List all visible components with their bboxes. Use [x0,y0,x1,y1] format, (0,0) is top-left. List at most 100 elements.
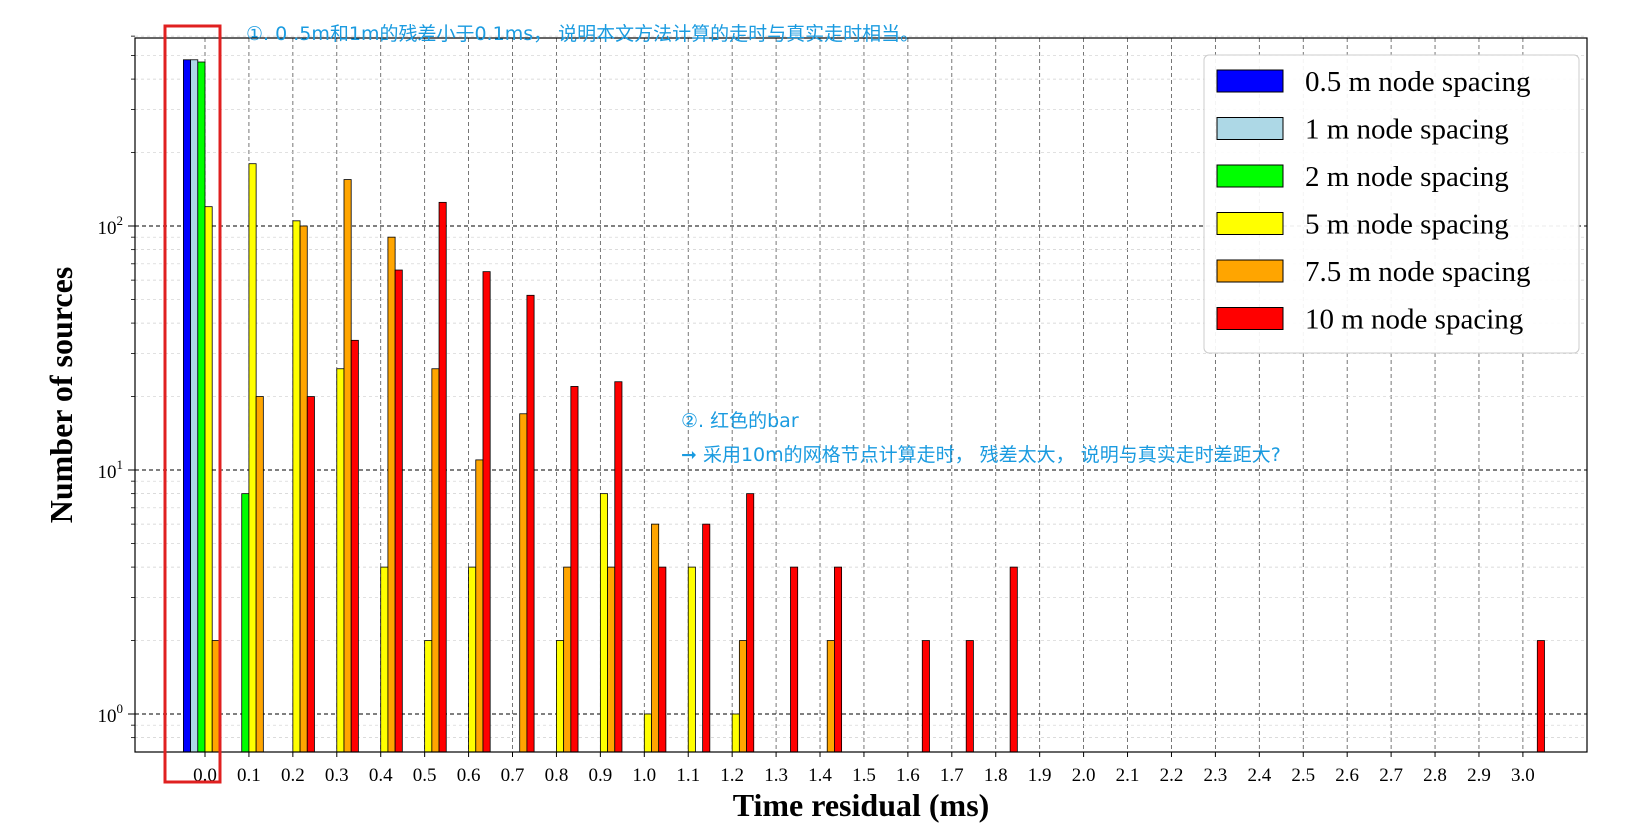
legend: 0.5 m node spacing 1 m node spacing 2 m no… [1203,54,1580,354]
bar [826,640,835,753]
bar [387,236,396,753]
x-tick-label: 0.8 [545,765,569,786]
x-tick-label: 2.8 [1423,765,1447,786]
x-tick-label: 3.0 [1511,765,1535,786]
bar [241,493,250,753]
bar [190,59,199,753]
legend-label: 7.5 m node spacing [1305,256,1531,288]
bar [343,179,352,753]
x-tick-label: 1.7 [940,765,964,786]
bar [255,396,264,753]
bar [1536,640,1545,753]
x-tick-label: 2.6 [1335,765,1359,786]
ticks-layer: 0.0 0.1 0.2 0.3 0.4 0.5 0.6 0.7 0.8 0.9 1.0 1.1 1.2 1… [98,35,1535,786]
x-tick-label: 2.3 [1204,765,1228,786]
bar [658,566,667,753]
y-axis-title: Number of sources [43,267,79,524]
legend-label: 10 m node spacing [1305,304,1523,336]
x-tick-label: 2.5 [1291,765,1315,786]
bar [687,566,696,753]
x-tick-label: 2.7 [1379,765,1403,786]
bar [556,640,565,753]
bar [651,523,660,753]
bar [746,493,755,753]
bar [394,269,403,753]
bar [921,640,930,753]
x-tick-label: 1.0 [632,765,656,786]
annotation-note-2-line-2: ➞ 采用10m的网格节点计算走时， 残差太大， 说明与真实走时差距大? [681,444,1281,466]
x-tick-label: 0.4 [369,765,393,786]
x-axis-title: Time residual (ms) [733,787,990,823]
legend-swatch [1216,212,1284,235]
x-tick-label: 2.1 [1116,765,1140,786]
bar [292,220,301,753]
bar [599,493,608,753]
bar [738,640,747,753]
bar [380,566,389,753]
bar [306,396,315,753]
bar [965,640,974,753]
legend-label: 2 m node spacing [1305,161,1509,193]
bars-layer [182,59,1545,753]
legend-swatch [1216,259,1284,283]
bar [424,640,433,753]
x-tick-label: 2.9 [1467,765,1491,786]
bar [350,339,359,753]
x-tick-label: 1.1 [676,765,700,786]
bar [563,566,572,753]
bar [731,713,740,753]
bar [336,368,345,753]
legend-swatch [1216,69,1284,93]
bar [482,271,491,753]
bar [834,566,843,753]
bar [248,163,257,753]
bar [790,566,799,753]
bar [431,368,440,753]
x-tick-label: 2.2 [1160,765,1184,786]
bar [211,640,220,753]
x-tick-label: 2.4 [1247,765,1271,786]
y-tick-label: 102 [98,213,124,239]
x-tick-label: 0.6 [457,765,481,786]
x-tick-label: 1.9 [1028,765,1052,786]
legend-swatch [1216,117,1284,140]
y-tick-label: 101 [98,457,124,483]
highlight-box [163,24,222,784]
x-tick-label: 0.3 [325,765,349,786]
annotation-note-2-line-1: ②. 红色的bar [681,410,799,432]
bar [607,566,616,753]
annotation-note-1: ①. 0 .5m和1m的残差小于0.1ms， 说明本文方法计算的走时与真实走时相… [246,23,919,45]
bar [438,201,447,753]
legend-swatch [1216,307,1284,330]
y-tick-label: 100 [98,701,124,727]
bar [519,413,528,753]
x-tick-label: 0.2 [281,765,305,786]
bar [702,523,711,753]
bar [182,59,191,753]
x-tick-label: 0.9 [588,765,612,786]
x-tick-label: 1.2 [720,765,744,786]
x-tick-label: 1.5 [852,765,876,786]
x-tick-label: 0.7 [501,765,525,786]
x-tick-label: 0.1 [237,765,261,786]
legend-label: 5 m node spacing [1305,209,1509,241]
bar [614,381,623,753]
bar [475,459,484,753]
bar [643,713,652,753]
x-tick-label: 1.6 [896,765,920,786]
x-tick-label: 1.4 [808,765,832,786]
x-tick-label: 0.5 [413,765,437,786]
bar [1009,566,1018,753]
plot-frame [134,37,1588,753]
bar [570,386,579,753]
x-tick-label: 2.0 [1072,765,1096,786]
bar [204,206,213,753]
bar [299,225,308,753]
bar [197,61,206,753]
legend-label: 0.5 m node spacing [1305,66,1531,98]
legend-swatch [1216,164,1284,188]
x-tick-label: 1.3 [764,765,788,786]
bar [526,294,535,753]
